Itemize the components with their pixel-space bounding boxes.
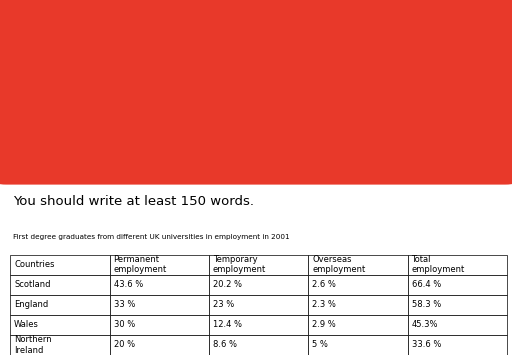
Text: The table below shows the employment of: The table below shows the employment of	[18, 22, 336, 35]
FancyBboxPatch shape	[0, 0, 512, 185]
Text: by selecting and reporting the main features and: by selecting and reporting the main feat…	[18, 114, 388, 126]
Text: make comparisons where relevant.: make comparisons where relevant.	[18, 144, 281, 157]
Text: first courses in 2001. Summarise the information: first courses in 2001. Summarise the inf…	[18, 83, 387, 96]
Text: students from four countries in the UK after their: students from four countries in the UK a…	[18, 53, 390, 66]
Text: First degree graduates from different UK universities in employment in 2001: First degree graduates from different UK…	[13, 234, 289, 240]
Text: You should write at least 150 words.: You should write at least 150 words.	[13, 195, 254, 208]
